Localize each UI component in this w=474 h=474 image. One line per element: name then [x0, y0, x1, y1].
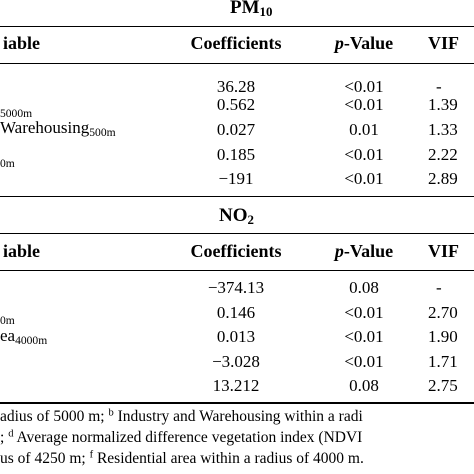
pm10-row-2-variable: Warehousing500m	[0, 118, 116, 138]
pm10-bottom-rule	[0, 196, 474, 197]
pm10-row-3-variable: 0m	[0, 149, 15, 170]
pm10-row-3-var-sub: 0m	[0, 156, 15, 170]
no2-section-title: NO2	[219, 205, 254, 227]
pm10-header-variable: iable	[3, 33, 41, 53]
footnote-2-sup: d	[8, 428, 14, 440]
no2-row-0-coef: −374.13	[207, 278, 265, 297]
pm10-row-4-vif: 2.89	[428, 169, 458, 188]
no2-row-2-coef: 0.013	[216, 327, 256, 346]
pm10-row-1-coef: 0.562	[216, 95, 256, 114]
pm10-row-2-coef: 0.027	[216, 120, 256, 139]
pm10-header-vif: VIF	[428, 33, 459, 53]
no2-row-1-p: <0.01	[344, 303, 384, 322]
no2-header-pvalue-italic: p	[334, 241, 344, 261]
pm10-header-pvalue: p-Value	[335, 33, 393, 54]
pm10-title-main: PM	[230, 0, 260, 18]
no2-header-rule	[0, 270, 474, 271]
no2-row-4-coef: 13.212	[212, 376, 260, 395]
pm10-row-1-var-sub: 5000m	[0, 106, 33, 120]
no2-header-vif: VIF	[428, 241, 459, 261]
no2-row-1-vif: 2.70	[428, 303, 458, 322]
pm10-header-pvalue-rest: -Value	[343, 33, 394, 53]
footnote-line-1: adius of 5000 m; b Industry and Warehous…	[0, 408, 363, 426]
no2-header-pvalue: p-Value	[335, 241, 393, 262]
pm10-row-2-vif: 1.33	[428, 120, 458, 139]
no2-title-main: NO	[219, 205, 248, 226]
pm10-header-coefficients: Coefficients	[190, 33, 282, 53]
pm10-row-1-vif: 1.39	[428, 95, 458, 114]
no2-row-3-coef: −3.028	[212, 352, 260, 371]
no2-header-coefficients: Coefficients	[190, 241, 282, 261]
pm10-row-4-coef: −191	[218, 169, 254, 188]
no2-header-variable: iable	[3, 241, 41, 261]
pm10-row-0-coef: 36.28	[216, 77, 256, 96]
footnote-3-sup: f	[89, 449, 94, 461]
footnote-3-text-b: Residential area within a radius of 4000…	[93, 450, 364, 467]
no2-row-2-var-main: ea	[0, 326, 16, 345]
no2-bottom-rule	[0, 402, 474, 404]
no2-row-3-p: <0.01	[344, 352, 384, 371]
pm10-row-3-coef: 0.185	[216, 145, 256, 164]
pm10-header-pvalue-italic: p	[334, 33, 344, 53]
pm10-row-3-p: <0.01	[344, 145, 384, 164]
no2-row-1-var-sub: 0m	[0, 313, 15, 327]
no2-row-1-coef: 0.146	[216, 303, 256, 322]
pm10-row-1-p: <0.01	[344, 95, 384, 114]
footnote-2-text-b: Average normalized difference vegetation…	[13, 429, 363, 446]
no2-row-3-vif: 1.71	[428, 352, 458, 371]
no2-row-0-p: 0.08	[349, 278, 379, 297]
no2-row-1-variable: 0m	[0, 306, 15, 327]
no2-row-2-vif: 1.90	[428, 327, 458, 346]
no2-row-2-variable: ea4000m	[0, 326, 47, 346]
footnote-1-text-b: Industry and Warehousing within a radi	[113, 408, 363, 425]
pm10-row-4-p: <0.01	[344, 169, 384, 188]
pm10-row-0-p: <0.01	[344, 77, 384, 96]
no2-row-0-vif: -	[436, 278, 442, 297]
no2-row-4-vif: 2.75	[428, 376, 458, 395]
footnote-line-3: us of 4250 m; f Residential area within …	[0, 450, 364, 468]
no2-header-pvalue-rest: -Value	[343, 241, 394, 261]
footnote-1-sup: b	[108, 407, 114, 419]
footnote-1-text-a: adius of 5000 m;	[0, 408, 109, 425]
pm10-title-sub: 10	[259, 4, 273, 20]
pm10-row-2-var-main: Warehousing	[0, 118, 90, 137]
no2-row-2-p: <0.01	[344, 327, 384, 346]
pm10-header-rule	[0, 63, 474, 64]
pm10-section-title: PM10	[230, 0, 272, 19]
no2-row-4-p: 0.08	[349, 376, 379, 395]
pm10-top-rule	[0, 26, 474, 27]
no2-title-sub: 2	[247, 212, 254, 228]
no2-row-2-var-sub: 4000m	[15, 333, 48, 347]
pm10-row-2-var-sub: 500m	[89, 125, 116, 139]
footnote-3-text-a: us of 4250 m;	[0, 450, 90, 467]
pm10-row-0-vif: -	[436, 77, 442, 96]
no2-top-rule	[0, 233, 474, 234]
pm10-row-2-p: 0.01	[349, 120, 379, 139]
footnote-2-text-a: ;	[0, 429, 9, 446]
pm10-row-3-vif: 2.22	[428, 145, 458, 164]
footnote-line-2: ; d Average normalized difference vegeta…	[0, 429, 362, 447]
pm10-row-1-variable: 5000m	[0, 99, 33, 120]
